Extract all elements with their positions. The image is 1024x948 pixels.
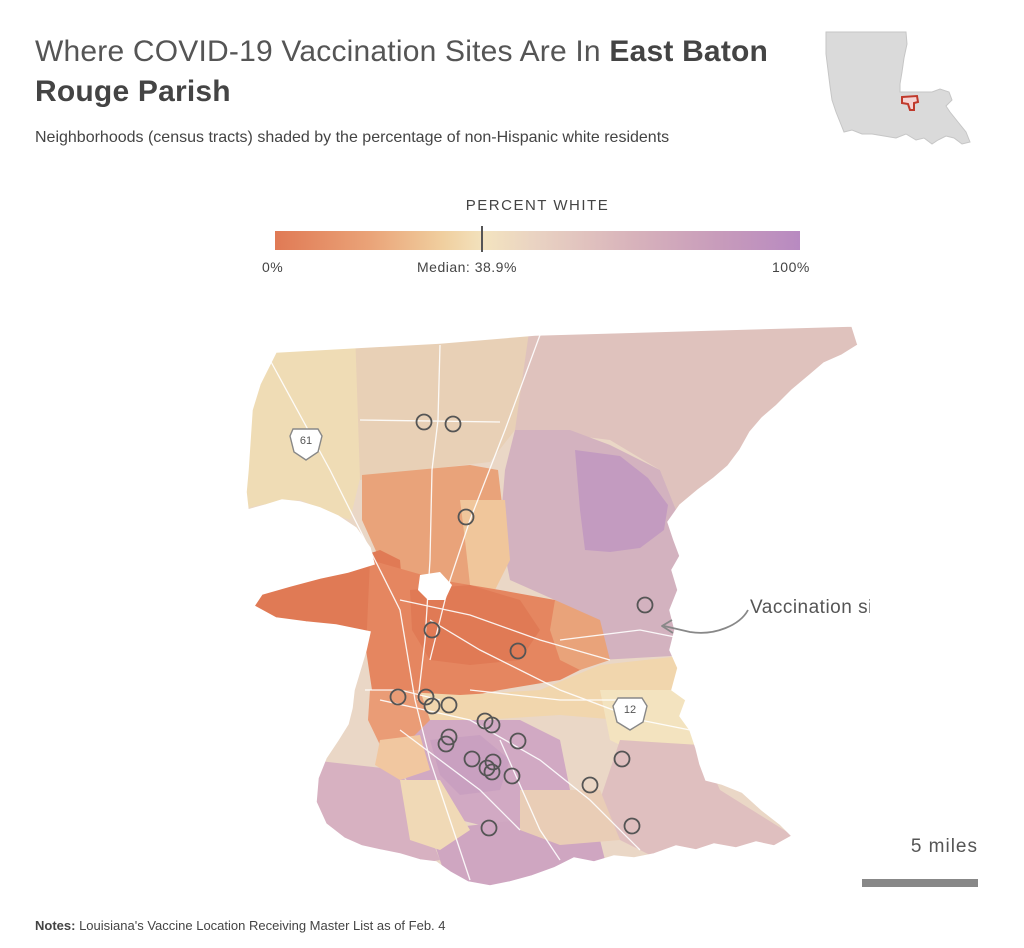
vaccination-site-marker[interactable] xyxy=(463,750,481,768)
tract-southeast xyxy=(600,740,800,860)
annotation-label: Vaccination site xyxy=(750,597,870,618)
highway-61-label: 61 xyxy=(300,435,312,447)
parish-map: 61 12 Vaccination site xyxy=(245,325,870,887)
vaccination-site-marker[interactable] xyxy=(613,750,631,768)
tract-central-orange-2 xyxy=(410,585,540,665)
legend-median-tick xyxy=(481,226,483,252)
scale-label: 5 miles xyxy=(910,836,978,857)
vaccination-sites xyxy=(389,413,654,837)
tract-north-central xyxy=(355,330,540,480)
tract-deep-purple xyxy=(575,450,668,552)
lake-cutout xyxy=(418,572,452,600)
chart-title: Where COVID-19 Vaccination Sites Are In … xyxy=(35,32,795,112)
vaccination-site-marker[interactable] xyxy=(503,767,521,785)
legend-median-label: Median: 38.9% xyxy=(417,259,517,275)
tract-west-arm xyxy=(246,550,405,632)
chart-subtitle: Neighborhoods (census tracts) shaded by … xyxy=(35,129,670,146)
notes-text: Louisiana's Vaccine Location Receiving M… xyxy=(75,918,446,933)
vaccination-site-marker[interactable] xyxy=(581,776,599,794)
legend-color-bar xyxy=(275,231,800,250)
highway-61-shield: 61 xyxy=(289,428,323,461)
vaccination-site-marker[interactable] xyxy=(423,621,441,639)
tract-south-tan-mid xyxy=(400,780,470,850)
vaccination-site-marker[interactable] xyxy=(457,508,475,526)
vaccination-site-marker[interactable] xyxy=(440,696,458,714)
annotation-arrow xyxy=(661,609,749,634)
scale-bar xyxy=(862,879,978,887)
tract-downtown-2 xyxy=(375,735,430,780)
highway-12-label: 12 xyxy=(624,704,636,716)
vaccination-site-marker[interactable] xyxy=(389,688,407,706)
tract-orange-east xyxy=(550,600,610,670)
vaccination-site-marker[interactable] xyxy=(509,642,527,660)
vaccination-site-marker[interactable] xyxy=(415,413,433,431)
parish-outline xyxy=(245,325,859,887)
tract-south-center xyxy=(520,790,620,845)
vaccination-site-marker[interactable] xyxy=(484,753,502,771)
vaccination-site-marker[interactable] xyxy=(483,716,501,734)
vaccination-site-marker[interactable] xyxy=(636,596,654,614)
vaccination-site-marker[interactable] xyxy=(509,732,527,750)
parish-highlight xyxy=(901,94,920,111)
vaccination-site-marker[interactable] xyxy=(480,819,498,837)
roads xyxy=(269,334,691,881)
vaccination-site-marker[interactable] xyxy=(444,415,462,433)
legend-title: PERCENT WHITE xyxy=(465,197,610,214)
highway-12-shield: 12 xyxy=(612,697,648,731)
vaccination-site-marker[interactable] xyxy=(417,688,435,706)
louisiana-shape xyxy=(825,31,971,145)
louisiana-locator-map xyxy=(825,31,971,145)
title-bold: East Baton Rouge Parish xyxy=(35,35,769,108)
tract-northwest xyxy=(246,330,362,520)
notes-label: Notes: xyxy=(35,918,76,933)
vaccination-site-marker[interactable] xyxy=(623,817,641,835)
tract-downtown xyxy=(368,690,430,745)
tract-north-tan xyxy=(460,500,510,590)
title-regular: Where COVID-19 Vaccination Sites Are In xyxy=(35,35,610,68)
vaccination-site-marker[interactable] xyxy=(483,763,501,781)
vaccination-site-marker[interactable] xyxy=(437,735,455,753)
vaccination-site-marker[interactable] xyxy=(478,759,496,777)
legend-min-label: 0% xyxy=(262,259,284,275)
vaccination-site-marker[interactable] xyxy=(423,697,441,715)
legend-max-label: 100% xyxy=(772,259,810,275)
notes: Notes: Louisiana's Vaccine Location Rece… xyxy=(35,918,446,933)
